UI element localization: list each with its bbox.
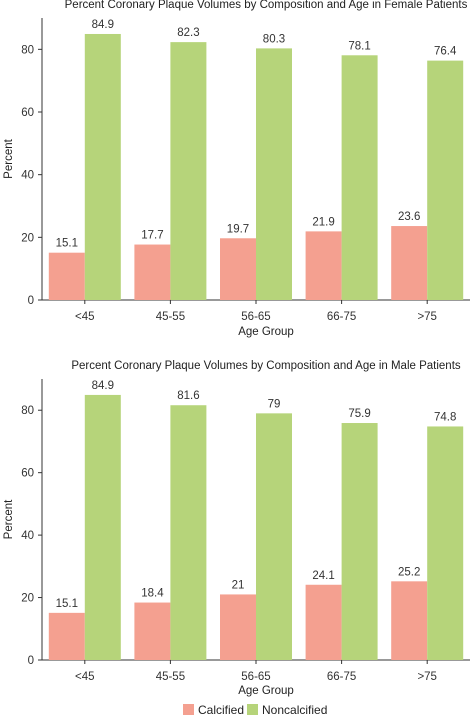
data-label: 75.9 xyxy=(348,408,370,420)
bar-calcified xyxy=(305,231,342,300)
bar-noncalcified xyxy=(256,413,292,660)
y-tick-label: 20 xyxy=(21,593,34,605)
y-tick-label: 20 xyxy=(21,232,34,244)
data-label: 84.9 xyxy=(92,380,114,392)
y-axis-label: Percent xyxy=(3,499,15,539)
data-label: 84.9 xyxy=(92,19,114,31)
data-label: 23.6 xyxy=(398,211,420,223)
y-tick-label: 80 xyxy=(21,405,34,417)
data-label: 80.3 xyxy=(263,33,285,45)
bar-noncalcified xyxy=(256,48,292,300)
bar-noncalcified xyxy=(84,33,121,300)
y-tick-label: 60 xyxy=(21,107,34,119)
data-label: 78.1 xyxy=(348,40,370,52)
chart-legend: Calcified Noncalcified xyxy=(183,703,327,717)
x-tick-label: <45 xyxy=(75,671,95,683)
data-label: 15.1 xyxy=(56,238,78,250)
x-tick-label: 45-55 xyxy=(156,311,185,323)
x-tick-label: >75 xyxy=(417,311,437,323)
bar-calcified xyxy=(220,238,256,300)
data-label: 76.4 xyxy=(434,46,457,58)
y-tick-label: 0 xyxy=(28,295,34,307)
x-axis-label: Age Group xyxy=(238,685,294,697)
data-label: 19.7 xyxy=(227,223,249,235)
y-tick-label: 80 xyxy=(21,44,34,56)
x-axis-label: Age Group xyxy=(238,326,294,338)
data-label: 21 xyxy=(232,579,245,591)
legend-label-calcified: Calcified xyxy=(198,703,244,717)
x-tick-label: 56-65 xyxy=(241,311,270,323)
y-tick-label: 40 xyxy=(21,530,34,542)
bar-noncalcified xyxy=(170,405,207,660)
bar-calcified xyxy=(48,612,85,660)
bar-calcified xyxy=(48,252,85,300)
bar-calcified xyxy=(220,594,256,660)
data-label: 17.7 xyxy=(141,230,163,242)
bar-calcified xyxy=(391,581,428,660)
bar-calcified xyxy=(134,602,171,660)
data-label: 81.6 xyxy=(177,390,199,402)
bar-noncalcified xyxy=(84,394,121,660)
bar-calcified xyxy=(305,584,342,660)
x-tick-label: 66-75 xyxy=(327,671,356,683)
x-tick-label: 45-55 xyxy=(156,671,185,683)
male-chart-panel: Percent Coronary Plaque Volumes by Compo… xyxy=(3,360,470,697)
data-label: 18.4 xyxy=(141,588,164,600)
data-label: 21.9 xyxy=(312,216,334,228)
chart-title: Percent Coronary Plaque Volumes by Compo… xyxy=(71,360,461,372)
y-tick-label: 60 xyxy=(21,468,34,480)
y-tick-label: 40 xyxy=(21,170,34,182)
legend-label-noncalcified: Noncalcified xyxy=(262,703,327,717)
x-tick-label: >75 xyxy=(417,671,437,683)
y-tick-label: 0 xyxy=(28,655,34,667)
y-axis-label: Percent xyxy=(3,138,15,178)
data-label: 79 xyxy=(268,398,281,410)
bar-noncalcified xyxy=(341,55,378,300)
bar-calcified xyxy=(134,244,171,300)
bar-calcified xyxy=(391,226,428,300)
data-label: 74.8 xyxy=(434,411,456,423)
bar-noncalcified xyxy=(427,426,464,660)
female-chart-panel: Percent Coronary Plaque Volumes by Compo… xyxy=(3,0,470,338)
data-label: 82.3 xyxy=(177,27,199,39)
bar-noncalcified xyxy=(341,423,378,660)
x-tick-label: 56-65 xyxy=(241,671,270,683)
bar-noncalcified xyxy=(427,60,464,300)
x-tick-label: <45 xyxy=(75,311,95,323)
x-tick-label: 66-75 xyxy=(327,311,356,323)
bar-noncalcified xyxy=(170,42,207,300)
data-label: 24.1 xyxy=(312,570,334,582)
data-label: 25.2 xyxy=(398,566,420,578)
legend-swatch-noncalcified xyxy=(247,704,258,715)
data-label: 15.1 xyxy=(56,598,78,610)
chart-title: Percent Coronary Plaque Volumes by Compo… xyxy=(65,0,468,11)
legend-swatch-calcified xyxy=(183,704,194,715)
